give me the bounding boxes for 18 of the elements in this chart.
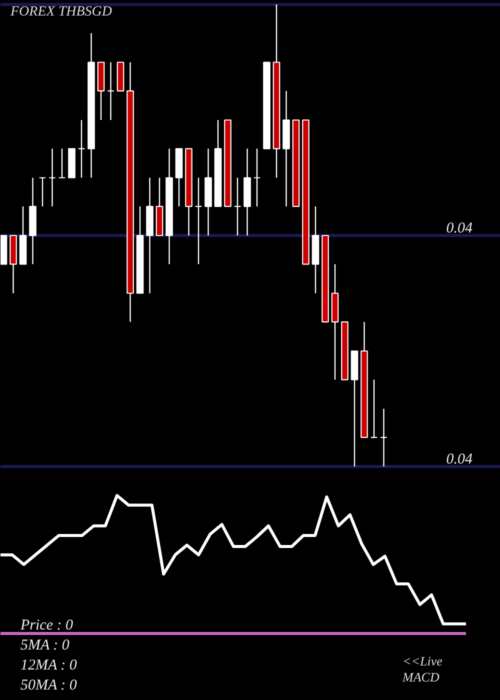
chart-title: FOREX THBSGD (10, 4, 112, 20)
annotation: 0.04 (446, 220, 473, 236)
candlestick (234, 177, 242, 236)
candlestick (78, 119, 86, 178)
text: 50MA : 0 (20, 678, 78, 694)
text: <<Live MACD (402, 654, 443, 684)
candlestick (253, 148, 261, 207)
candlestick (107, 62, 114, 121)
text: 5MA : 0 (20, 638, 70, 654)
candlestick (380, 408, 388, 468)
annotation: Price : 0 (20, 618, 74, 634)
candlestick (194, 177, 202, 265)
candlestick (48, 148, 56, 207)
candlestick (370, 379, 378, 438)
candlestick (58, 148, 66, 178)
candlestick (38, 177, 46, 207)
text: 12MA : 0 (20, 658, 78, 674)
annotation: 0.04 (446, 452, 473, 468)
